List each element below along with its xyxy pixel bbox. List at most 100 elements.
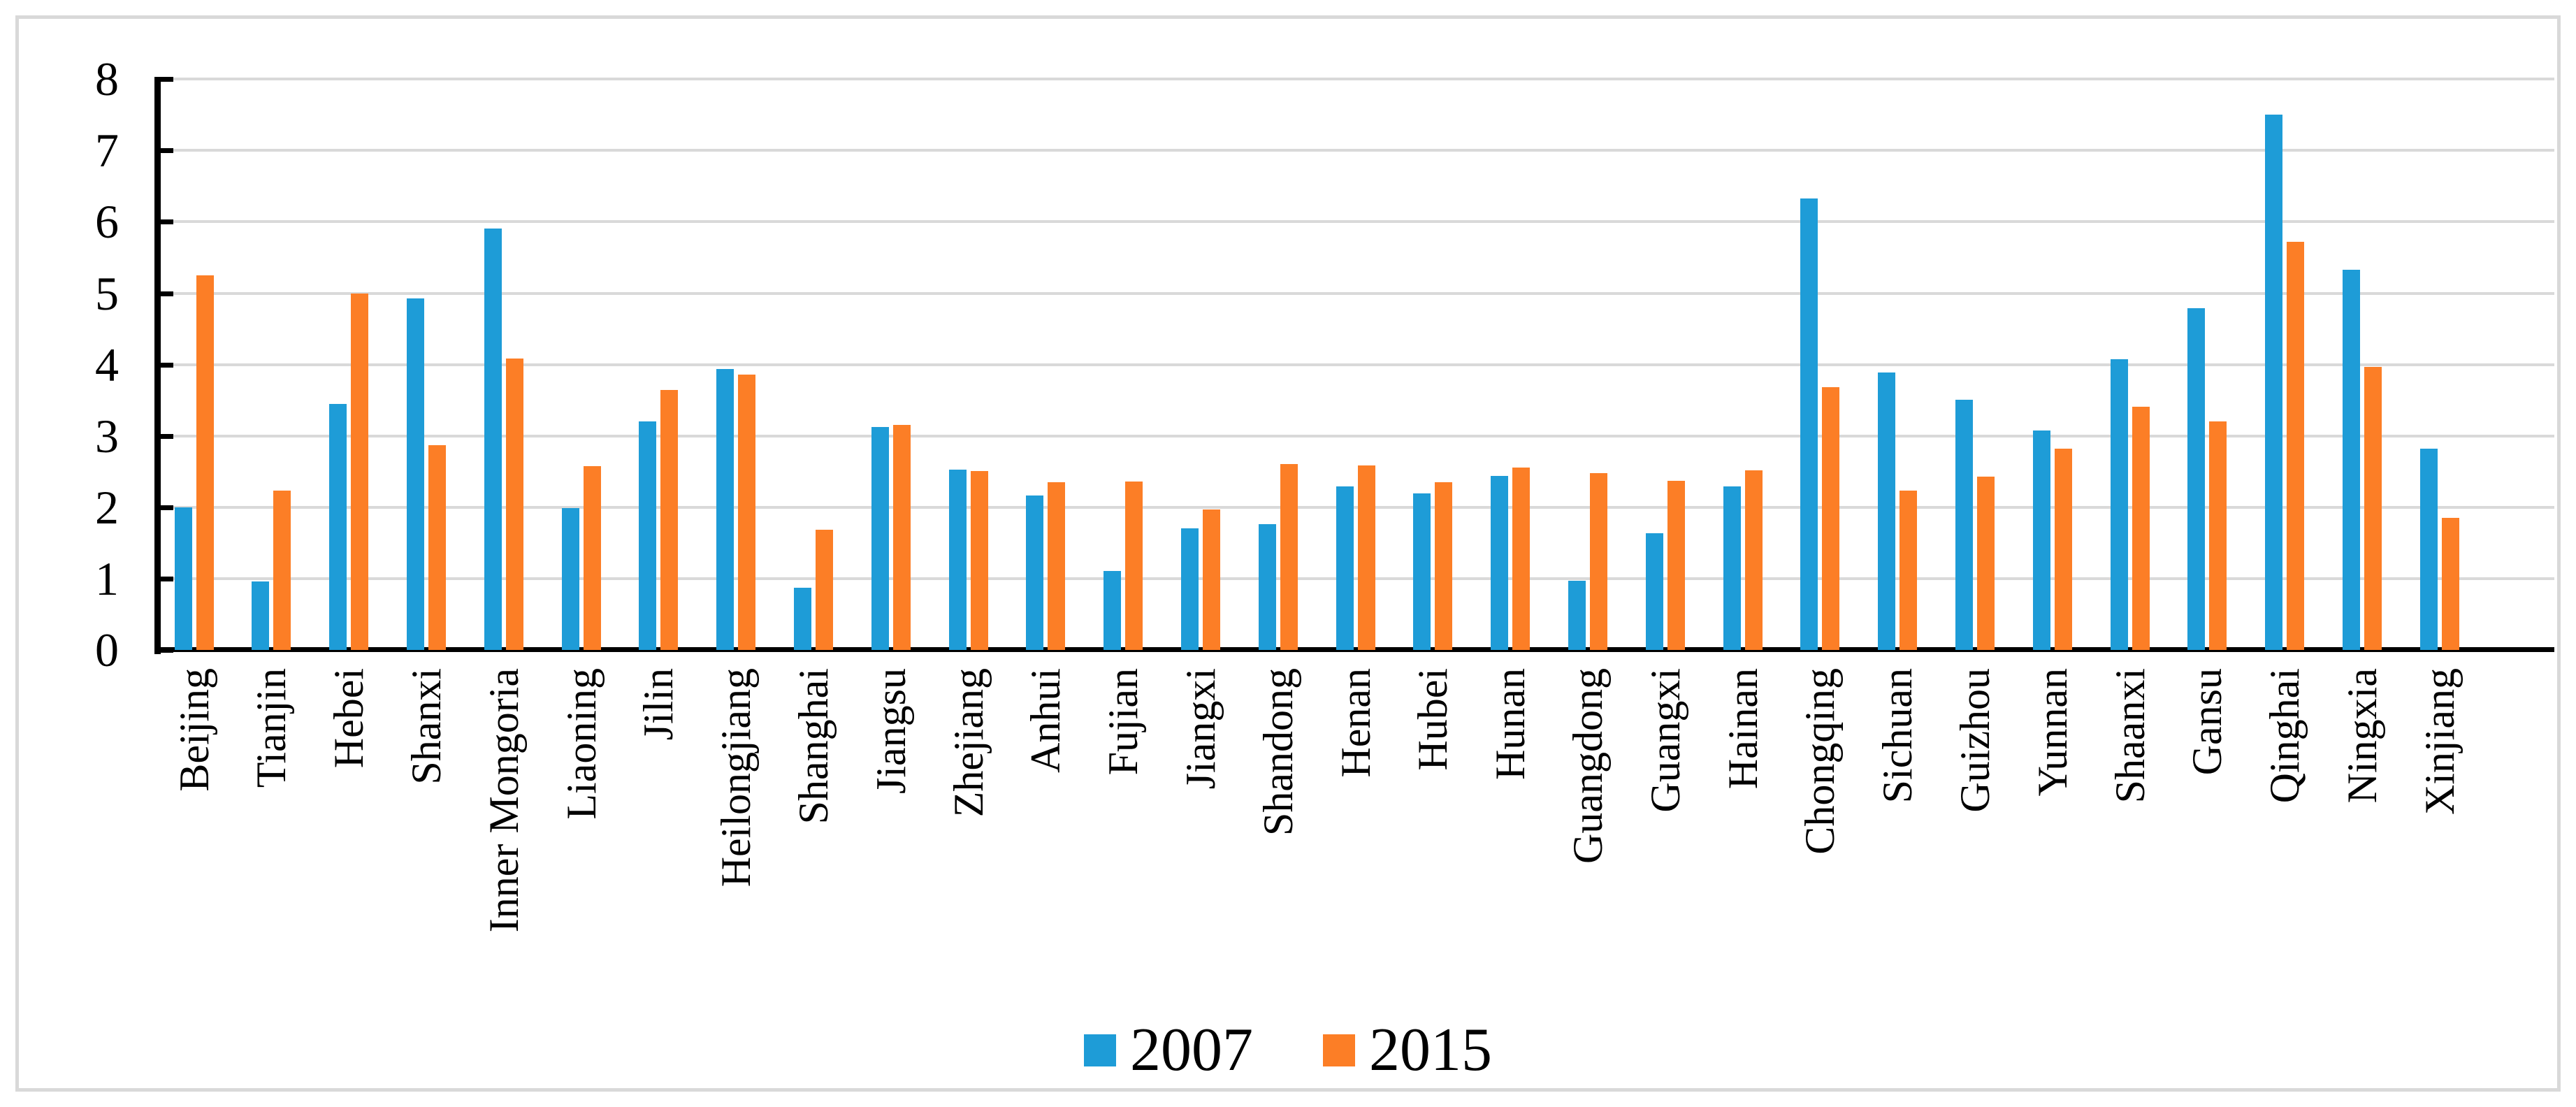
bar-2007-hubei bbox=[1413, 493, 1431, 650]
figure-border bbox=[15, 15, 2561, 1092]
y-axis-tick-2 bbox=[159, 505, 173, 510]
legend-item-2007: 2007 bbox=[1084, 1020, 1253, 1081]
y-axis-tick-5 bbox=[159, 291, 173, 296]
bar-2007-hebei bbox=[329, 403, 347, 650]
y-axis-tick-0 bbox=[159, 648, 173, 653]
bar-2015-beijing bbox=[196, 275, 214, 650]
category-label-guangxi: Guangxi bbox=[1642, 668, 1688, 813]
bar-2007-fujian bbox=[1104, 570, 1122, 650]
bar-2015-guangxi bbox=[1667, 481, 1685, 650]
category-label-guangdong: Guangdong bbox=[1564, 668, 1611, 864]
y-axis-tick-label-1: 1 bbox=[95, 551, 119, 605]
bar-2015-tianjin bbox=[273, 491, 291, 650]
bar-2015-sichuan bbox=[1900, 491, 1918, 650]
bar-2007-liaoning bbox=[561, 507, 579, 650]
y-axis-tick-label-0: 0 bbox=[95, 623, 119, 676]
legend-label-2007: 2007 bbox=[1130, 1016, 1253, 1084]
y-axis-tick-3 bbox=[159, 433, 173, 439]
bar-2015-guangdong bbox=[1589, 472, 1607, 650]
y-axis-tick-label-2: 2 bbox=[95, 480, 119, 534]
category-label-inner-mongoria: Inner Mongoria bbox=[480, 668, 527, 933]
y-axis-line bbox=[154, 77, 161, 654]
gridline-y-8 bbox=[161, 78, 2554, 81]
category-label-liaoning: Liaoning bbox=[558, 668, 605, 820]
bar-2015-guizhou bbox=[1976, 476, 1995, 650]
category-label-guizhou: Guizhou bbox=[1951, 668, 1998, 813]
y-axis-tick-8 bbox=[159, 77, 173, 82]
bar-2007-tianjin bbox=[252, 581, 270, 650]
legend-marker-2015-icon bbox=[1323, 1034, 1355, 1066]
category-label-xinjiang: Xinjiang bbox=[2416, 668, 2463, 815]
bar-2007-jiangxi bbox=[1180, 528, 1199, 650]
y-axis-tick-6 bbox=[159, 219, 173, 225]
category-label-heilongjiang: Heilongjiang bbox=[713, 668, 760, 888]
y-axis-tick-7 bbox=[159, 148, 173, 154]
bar-2015-liaoning bbox=[583, 465, 601, 650]
category-label-henan: Henan bbox=[1332, 668, 1379, 778]
category-label-jiangsu: Jiangsu bbox=[867, 668, 914, 794]
category-label-zhejiang: Zhejiang bbox=[945, 668, 992, 818]
gridline-y-7 bbox=[161, 149, 2554, 152]
x-axis-line bbox=[154, 647, 2554, 652]
category-label-hebei: Hebei bbox=[326, 668, 372, 769]
category-label-jilin: Jilin bbox=[635, 668, 682, 741]
category-label-beijing: Beijing bbox=[171, 668, 217, 792]
bar-2015-inner-mongoria bbox=[505, 359, 523, 650]
category-label-hubei: Hubei bbox=[1410, 668, 1456, 771]
category-label-shanghai: Shanghai bbox=[790, 668, 837, 825]
category-label-anhui: Anhui bbox=[1022, 668, 1069, 773]
bar-2015-chongqing bbox=[1822, 387, 1840, 650]
gridline-y-6 bbox=[161, 220, 2554, 224]
y-axis-tick-1 bbox=[159, 576, 173, 581]
y-axis-tick-label-6: 6 bbox=[95, 195, 119, 249]
category-label-shaanxi: Shaanxi bbox=[2106, 668, 2153, 804]
bar-2015-jiangsu bbox=[892, 425, 911, 650]
bar-2015-hebei bbox=[351, 293, 369, 650]
bar-2015-hubei bbox=[1435, 482, 1453, 650]
category-label-sichuan: Sichuan bbox=[1874, 668, 1921, 804]
category-label-gansu: Gansu bbox=[2184, 668, 2231, 776]
bar-2015-hainan bbox=[1744, 470, 1763, 650]
bar-2015-fujian bbox=[1125, 482, 1143, 650]
y-axis-tick-4 bbox=[159, 362, 173, 368]
bar-2007-jilin bbox=[639, 421, 657, 650]
bar-2015-xinjiang bbox=[2441, 518, 2459, 650]
bar-2007-gansu bbox=[2187, 308, 2206, 650]
legend: 2007 2015 bbox=[0, 1020, 2576, 1081]
category-label-ningxia: Ningxia bbox=[2338, 668, 2385, 804]
category-label-hainan: Hainan bbox=[1719, 668, 1766, 790]
bar-2015-heilongjiang bbox=[738, 374, 756, 650]
gridline-y-3 bbox=[161, 434, 2554, 437]
bar-2015-gansu bbox=[2209, 421, 2227, 650]
category-label-hunan: Hunan bbox=[1487, 668, 1534, 780]
legend-label-2015: 2015 bbox=[1369, 1016, 1492, 1084]
category-label-shanxi: Shanxi bbox=[403, 668, 449, 785]
bar-2007-inner-mongoria bbox=[484, 228, 502, 650]
category-label-chongqing: Chongqing bbox=[1797, 668, 1844, 855]
gridline-y-5 bbox=[161, 291, 2554, 295]
bar-2015-shaanxi bbox=[2132, 406, 2150, 650]
y-axis-tick-label-8: 8 bbox=[95, 52, 119, 106]
bar-2007-heilongjiang bbox=[716, 368, 735, 650]
bar-2007-guizhou bbox=[1955, 399, 1973, 650]
bar-2007-zhejiang bbox=[948, 469, 967, 650]
bar-2007-hunan bbox=[1491, 475, 1509, 650]
y-axis-tick-label-7: 7 bbox=[95, 124, 119, 178]
bar-2007-chongqing bbox=[1800, 198, 1818, 650]
bar-2007-shanghai bbox=[793, 588, 811, 650]
bar-2007-sichuan bbox=[1878, 372, 1896, 650]
bar-2007-shandong bbox=[1258, 524, 1276, 650]
bar-2015-zhejiang bbox=[970, 470, 988, 650]
bar-2015-yunnan bbox=[2054, 449, 2072, 650]
bar-2007-hainan bbox=[1723, 486, 1741, 650]
gridline-y-4 bbox=[161, 363, 2554, 366]
bar-2007-qinghai bbox=[2265, 115, 2283, 650]
bar-2015-qinghai bbox=[2287, 241, 2305, 650]
bar-2007-henan bbox=[1336, 486, 1354, 650]
bar-2007-xinjiang bbox=[2419, 449, 2438, 650]
y-axis-tick-label-3: 3 bbox=[95, 409, 119, 463]
bar-2015-shanxi bbox=[428, 444, 446, 650]
legend-item-2015: 2015 bbox=[1323, 1020, 1492, 1081]
y-axis-tick-label-5: 5 bbox=[95, 266, 119, 320]
